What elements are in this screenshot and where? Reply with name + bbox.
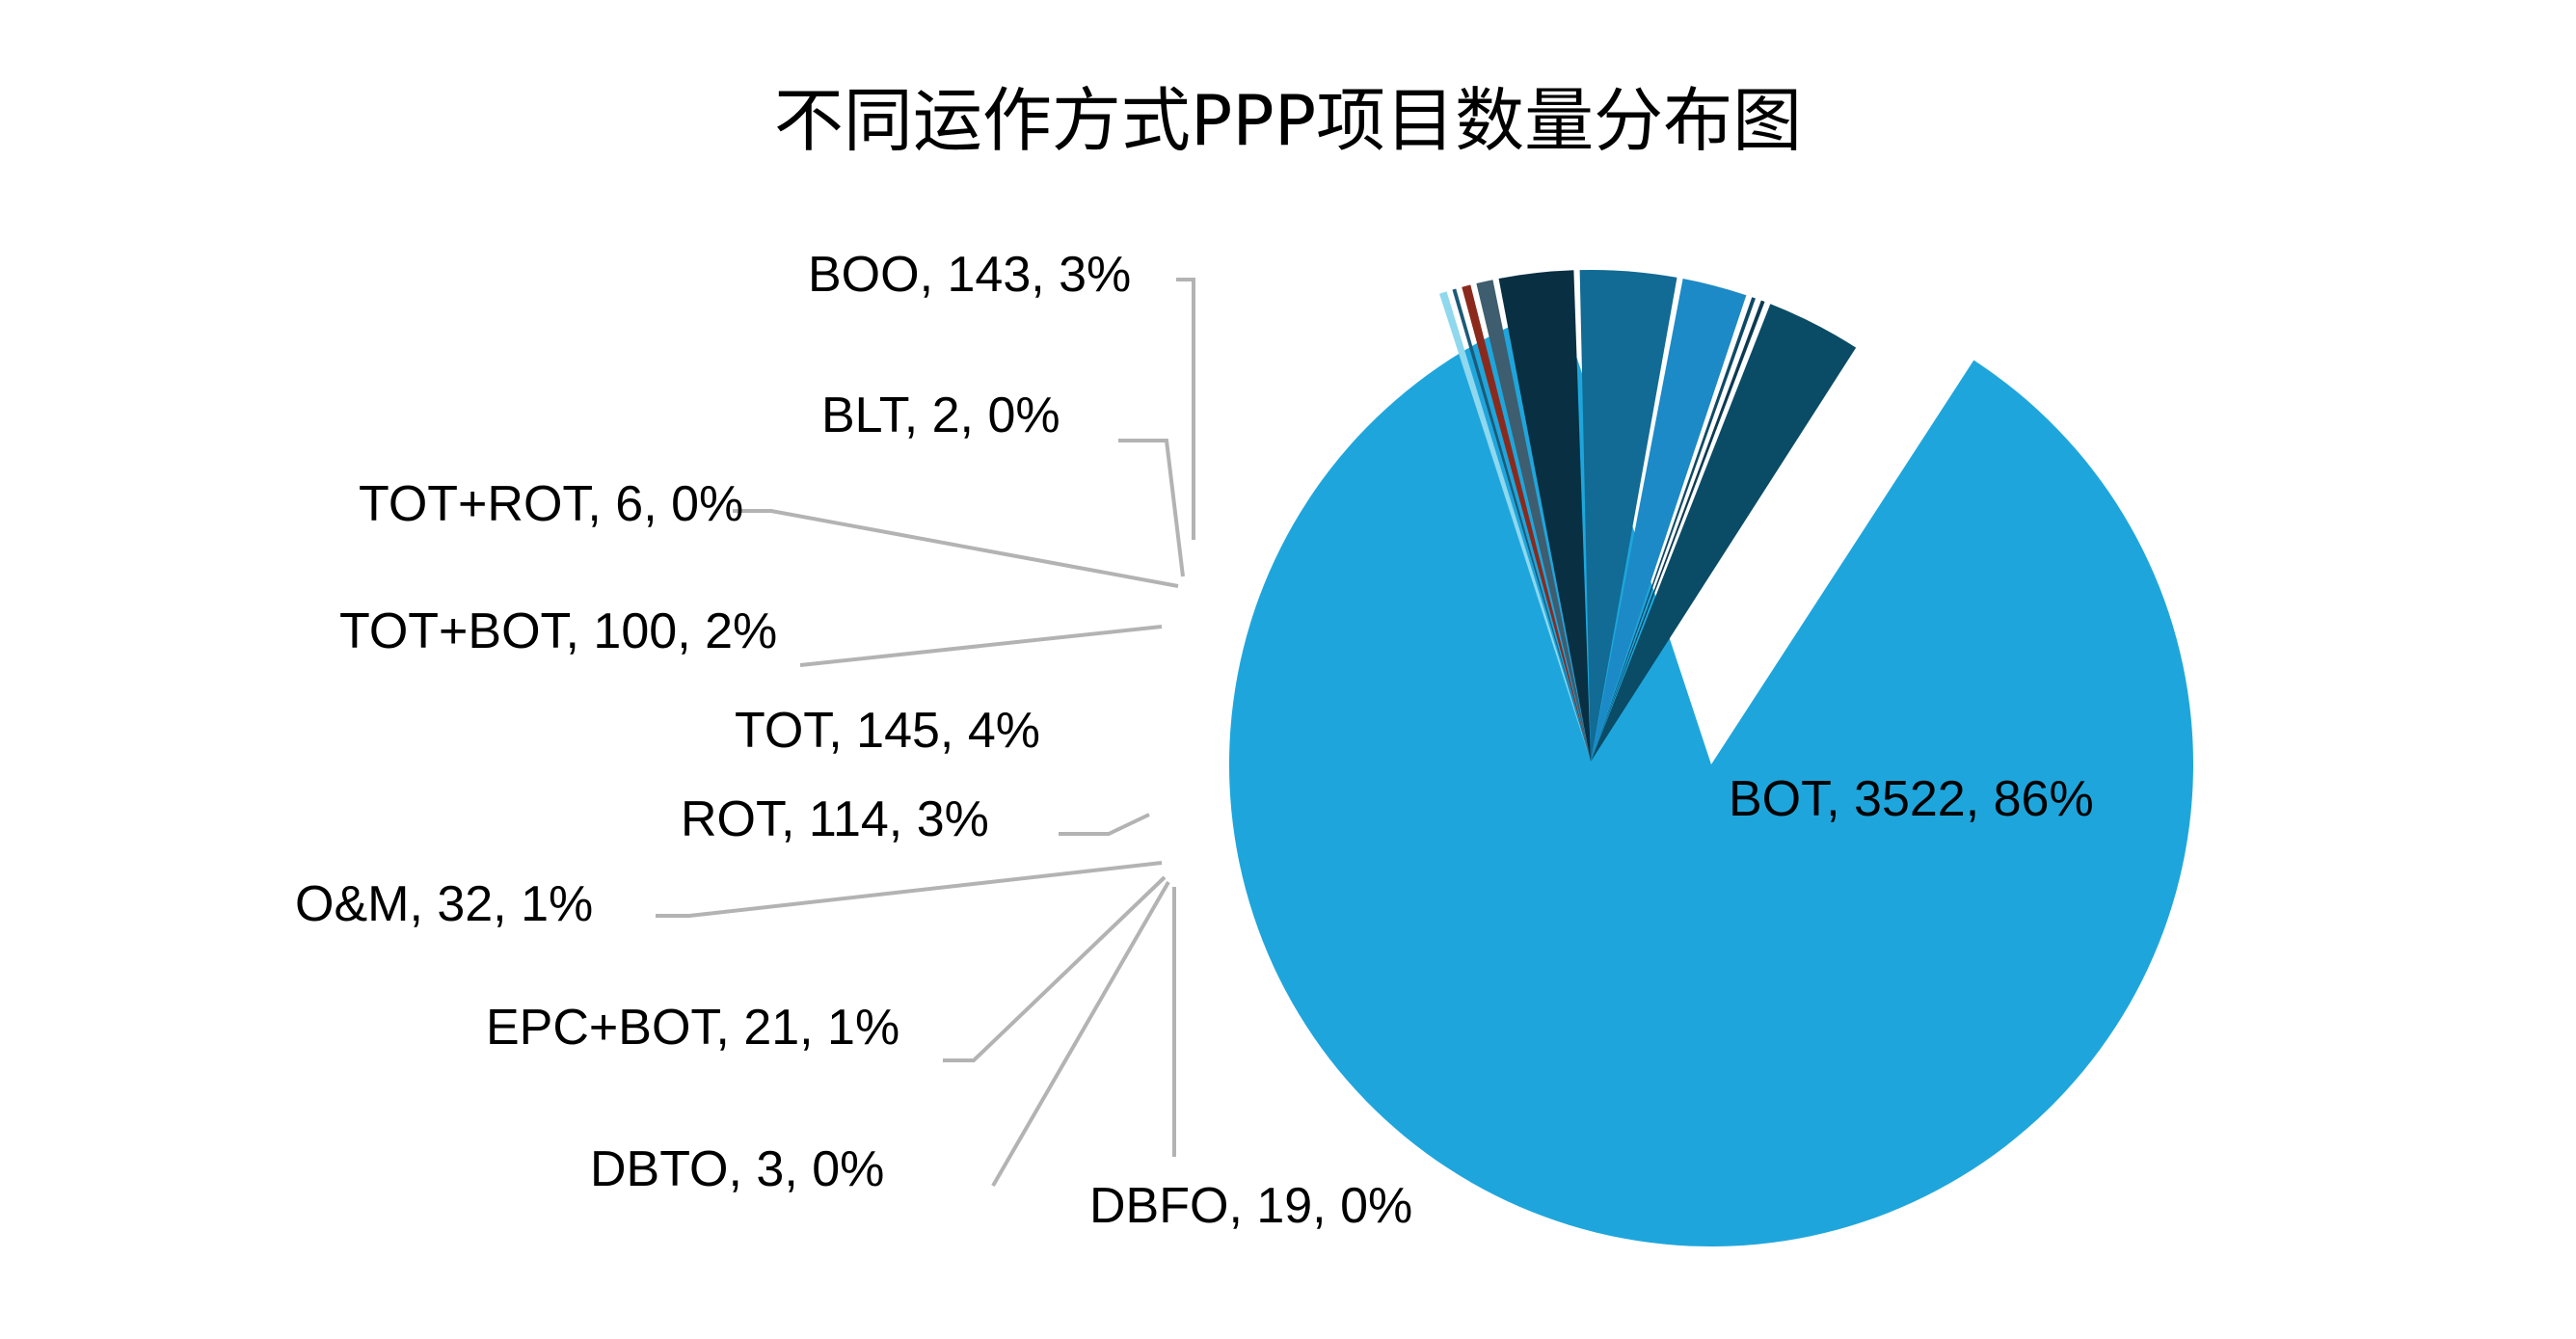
chart-title: 不同运作方式PPP项目数量分布图	[774, 80, 1802, 161]
slice-epc-bot	[1462, 284, 1591, 762]
slice-dbto	[1452, 288, 1591, 762]
leader-lines	[656, 278, 1195, 1188]
data-label-oandm: O&M, 32, 1%	[295, 876, 593, 932]
slice-bot	[1229, 307, 2193, 1246]
data-label-rot: ROT, 114, 3%	[681, 791, 989, 847]
data-label-epc-bot: EPC+BOT, 21, 1%	[486, 1000, 899, 1056]
data-label-dbto: DBTO, 3, 0%	[590, 1141, 884, 1197]
data-label-boo: BOO, 143, 3%	[808, 247, 1131, 303]
leader-line-tot-bot	[799, 625, 1163, 667]
leader-line-boo	[1176, 278, 1195, 540]
slice-oandm	[1476, 280, 1591, 762]
data-label-bot: BOT, 3522, 86%	[1729, 771, 2094, 827]
slice-dbfo	[1439, 291, 1591, 762]
slice-tot-rot	[1591, 297, 1756, 762]
leader-line-blt	[1118, 439, 1185, 577]
slice-boo	[1591, 304, 1857, 762]
leader-line-epc-bot	[943, 875, 1167, 1062]
leader-line-rot	[1059, 813, 1150, 836]
data-label-tot-rot: TOT+ROT, 6, 0%	[359, 476, 743, 532]
data-label-blt: BLT, 2, 0%	[821, 388, 1060, 443]
slice-tot-bot	[1591, 279, 1747, 762]
leader-line-tot-rot	[733, 509, 1179, 588]
data-labels: BOT, 3522, 86% DBFO, 19, 0% DBTO, 3, 0% EPC…	[295, 247, 2094, 1234]
leader-line-dbto	[991, 880, 1170, 1188]
slice-blt	[1591, 300, 1765, 762]
data-label-tot: TOT, 145, 4%	[735, 703, 1040, 759]
slice-tot	[1579, 269, 1677, 762]
slice-rot	[1498, 270, 1591, 762]
pie-slices	[1229, 269, 2193, 1246]
leader-line-oandm	[656, 861, 1163, 918]
data-label-dbfo: DBFO, 19, 0%	[1089, 1178, 1412, 1234]
data-label-tot-bot: TOT+BOT, 100, 2%	[339, 603, 777, 659]
